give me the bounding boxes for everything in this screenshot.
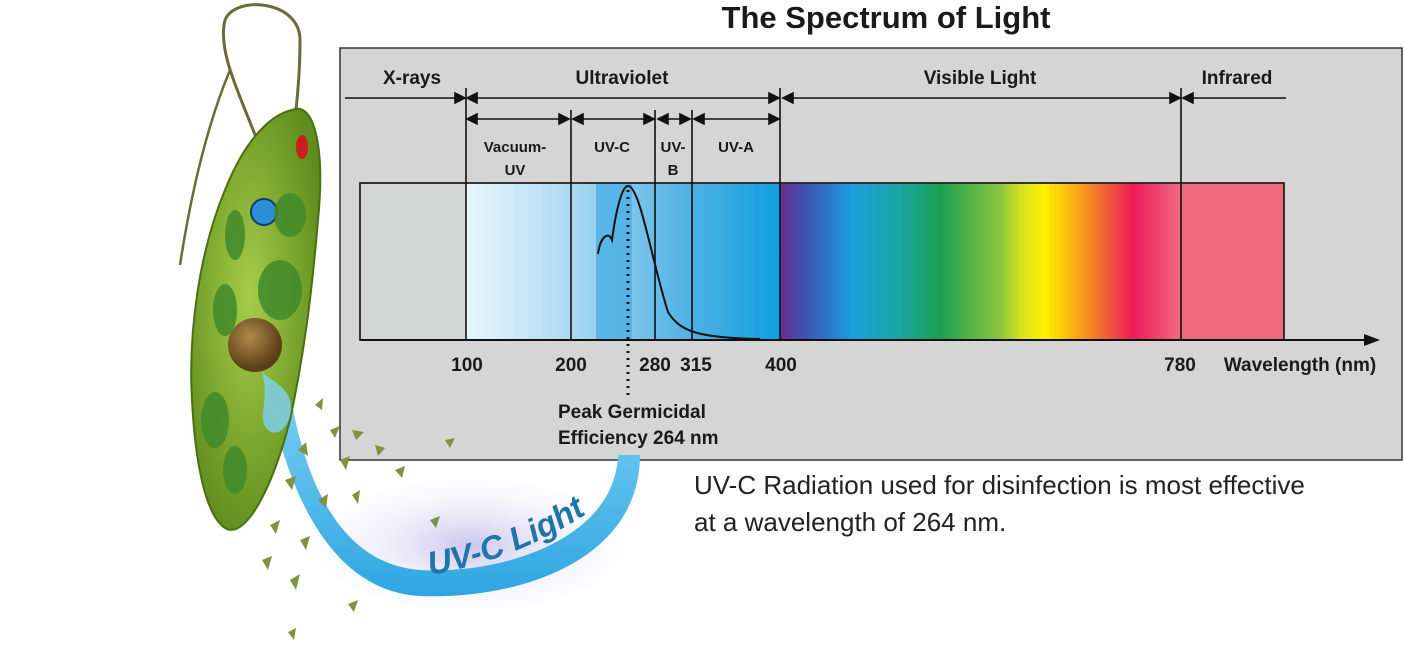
band-dividers [465,88,1182,340]
band-range-arrows [345,91,1286,105]
xray-band [360,183,466,340]
tick-label-100: 100 [451,355,483,376]
tick-label-400: 400 [765,355,797,376]
band-label-infrared: Infrared [1202,68,1273,89]
subband-label-uvb-2: B [668,162,679,179]
page-title: The Spectrum of Light [722,0,1051,35]
euglena-illustration [178,3,455,640]
uvc-light-beam [270,400,640,597]
germicidal-curve [597,184,761,340]
caption-line2: at a wavelength of 264 nm. [694,507,1006,537]
axis-arrowhead [1364,334,1380,346]
subband-label-vacuum-uv-2: UV [505,162,526,179]
subband-label-uva: UV-A [718,139,754,156]
infrared-band [1181,183,1284,340]
band-label-ultraviolet: Ultraviolet [576,68,670,89]
axis-label: Wavelength (nm) [1224,355,1376,376]
subband-label-vacuum-uv-1: Vacuum- [484,139,547,156]
subband-label-uvc: UV-C [594,139,630,156]
uv-subrange-arrows [465,112,781,126]
tick-label-780: 780 [1164,355,1196,376]
tick-label-280: 280 [639,355,671,376]
peak-label-line1: Peak Germicidal [558,402,706,423]
band-label-xrays: X-rays [383,68,441,89]
visible-band [780,183,1181,340]
band-label-visible: Visible Light [924,68,1037,89]
germicidal-highlight [596,183,632,340]
subband-label-uvb-1: UV- [660,139,685,156]
tick-label-200: 200 [555,355,587,376]
peak-label-line2: Efficiency 264 nm [558,428,719,449]
caption-line1: UV-C Radiation used for disinfection is … [694,470,1305,500]
tick-label-315: 315 [680,355,712,376]
